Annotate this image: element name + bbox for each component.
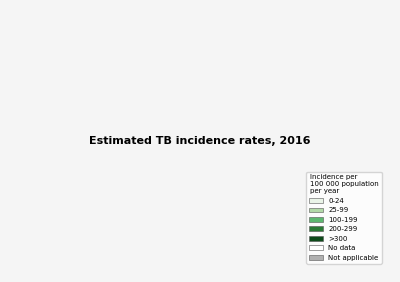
Legend: 0-24, 25-99, 100-199, 200-299, >300, No data, Not applicable: 0-24, 25-99, 100-199, 200-299, >300, No …	[306, 172, 382, 263]
Text: Estimated TB incidence rates, 2016: Estimated TB incidence rates, 2016	[89, 136, 311, 146]
